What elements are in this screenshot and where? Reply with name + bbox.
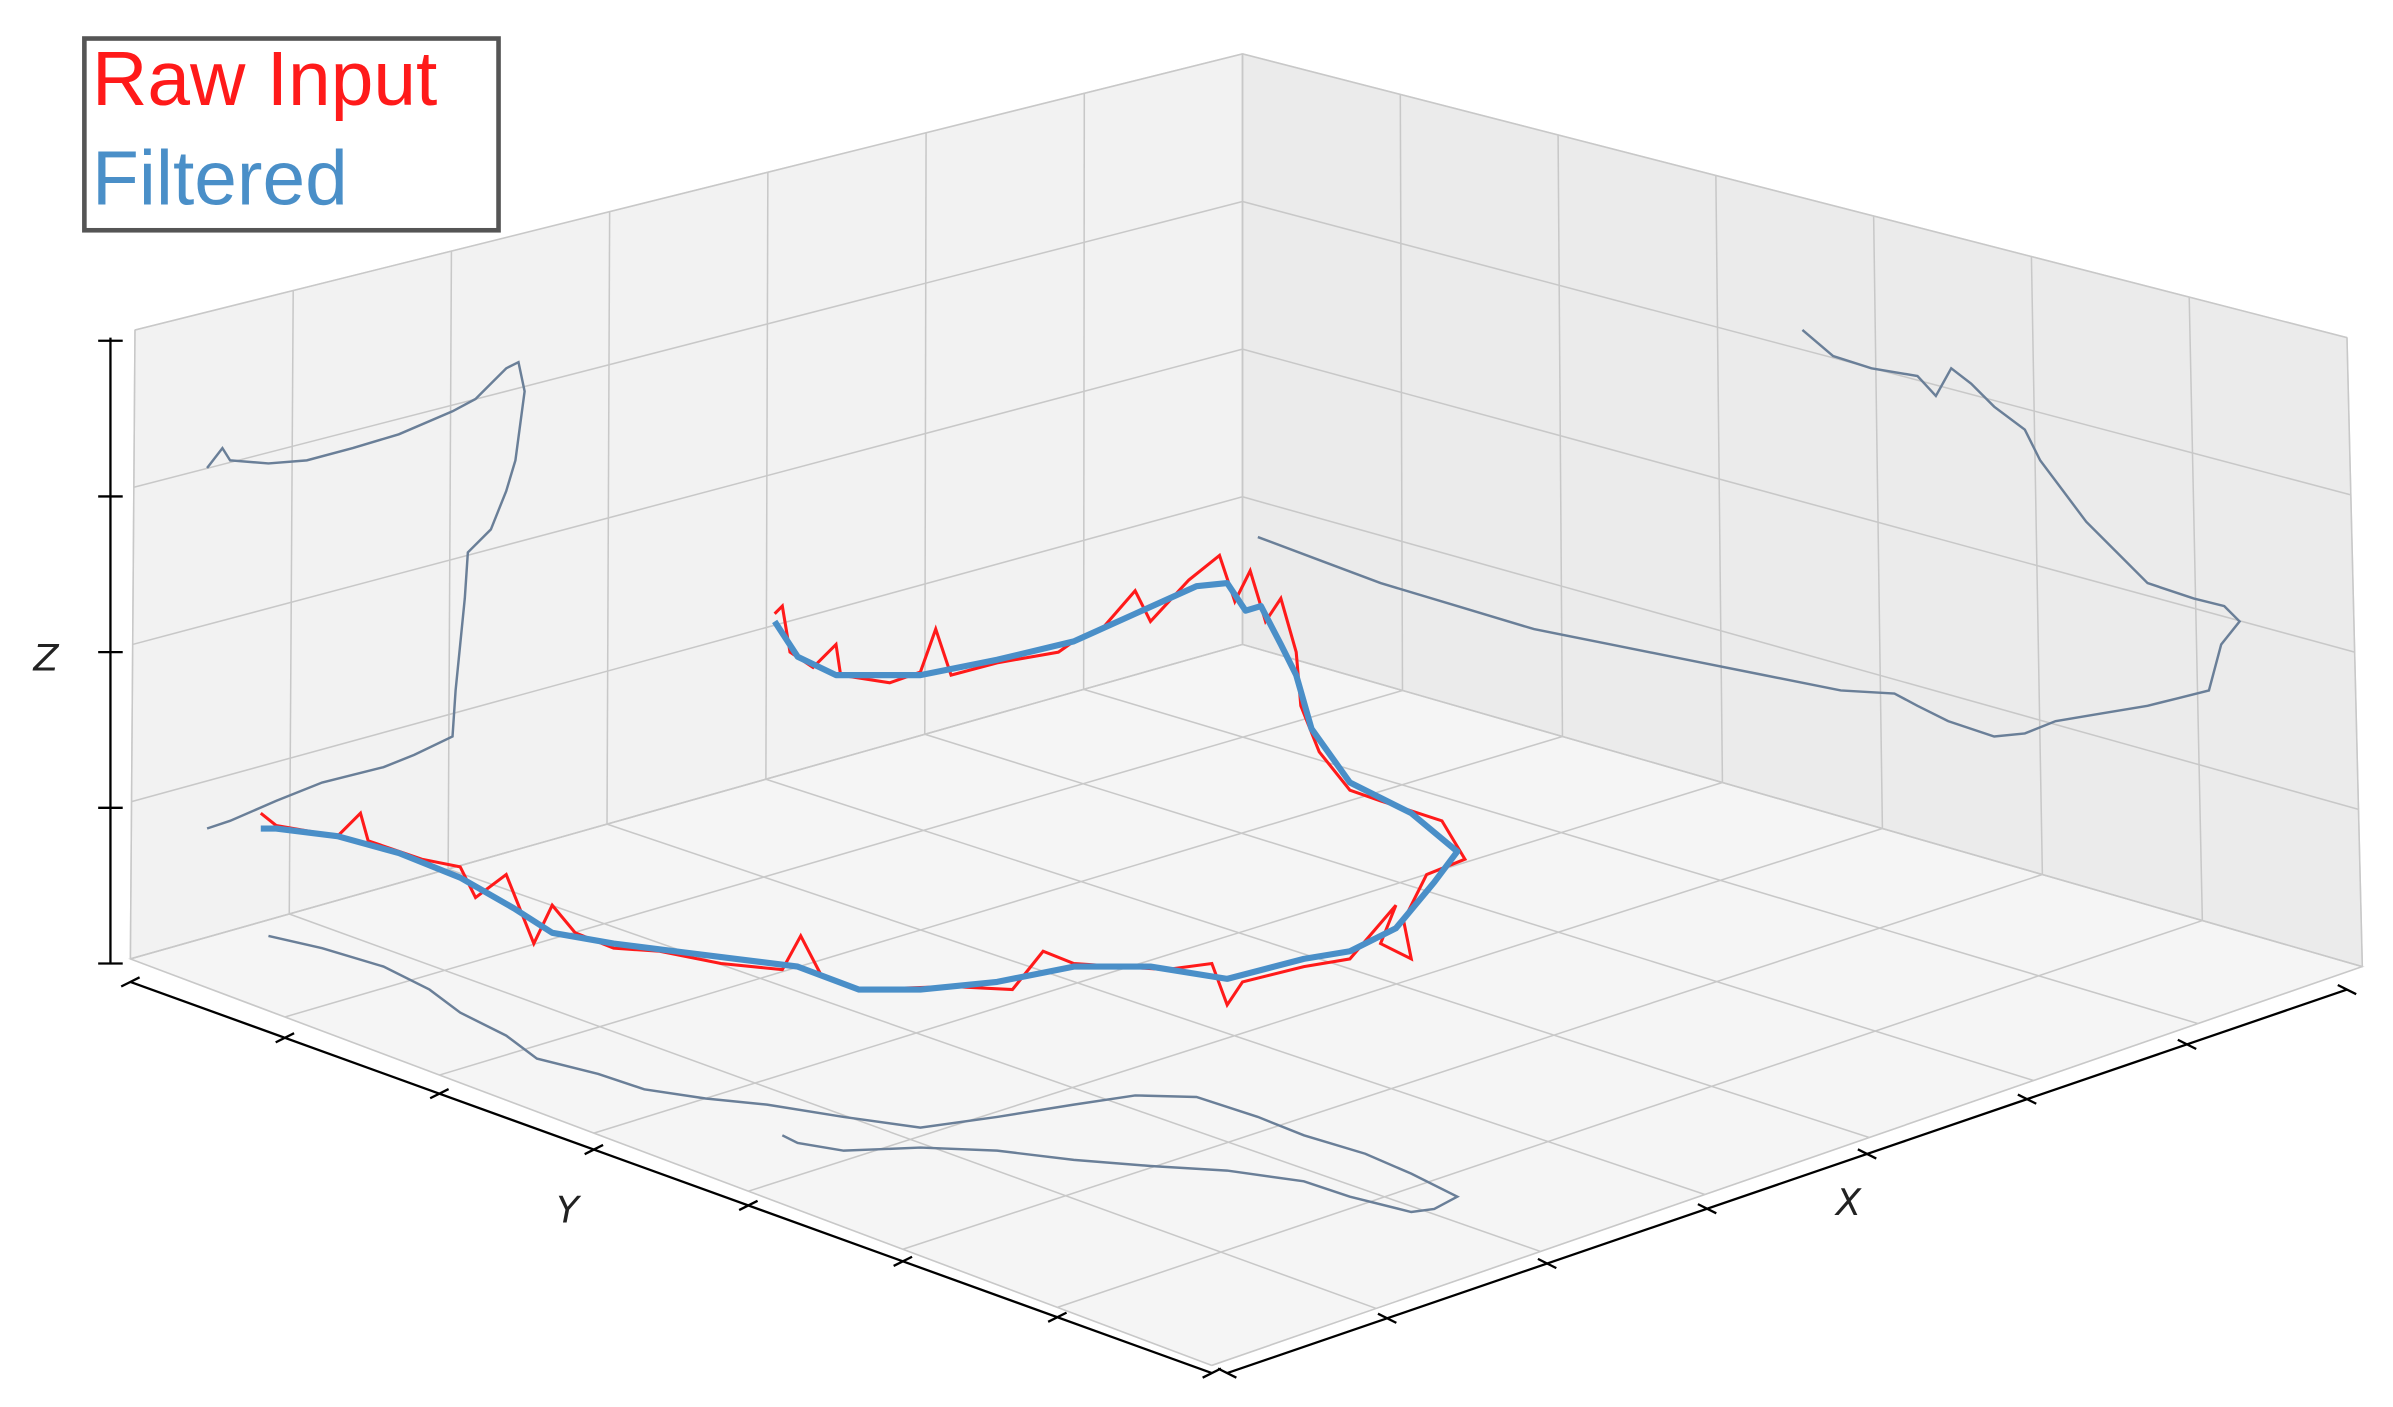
y-tick xyxy=(738,1199,759,1212)
y-label: Y xyxy=(556,1189,581,1232)
grid-line xyxy=(130,958,1213,1367)
x-axis xyxy=(1226,988,2348,1375)
grid-line xyxy=(924,733,2034,1082)
y-tick xyxy=(1047,1311,1068,1323)
grid-line xyxy=(1211,965,2363,1367)
x-tick xyxy=(1377,1312,1397,1324)
grid-line xyxy=(902,873,2043,1250)
y-tick xyxy=(893,1255,913,1267)
grid-line xyxy=(130,643,1243,960)
grid-line xyxy=(1242,496,2359,811)
x-tick xyxy=(2177,1038,2197,1051)
panes xyxy=(127,52,2365,1367)
grid-line xyxy=(134,53,1243,331)
y-tick xyxy=(120,976,141,988)
x-tick xyxy=(1697,1203,1717,1215)
grid-line xyxy=(447,868,1541,1253)
grid-line xyxy=(748,827,1883,1192)
x-tick xyxy=(2337,983,2357,996)
x-tick xyxy=(1857,1148,1877,1160)
projections xyxy=(206,329,2242,1214)
legend-entry: Filtered xyxy=(92,137,348,222)
x-label: X xyxy=(1834,1181,1862,1224)
grid-line xyxy=(132,348,1243,646)
projection-right xyxy=(1257,329,2242,738)
projection-floor xyxy=(268,934,1460,1214)
y-tick xyxy=(429,1088,450,1100)
grid-line xyxy=(133,200,1243,488)
grid-line xyxy=(129,329,136,959)
legend-entry: Raw Input xyxy=(92,37,437,122)
grid-line xyxy=(1242,348,2355,653)
grid xyxy=(129,53,2364,1367)
grid-line xyxy=(593,781,1723,1134)
projection-left xyxy=(206,360,526,830)
filtered-line xyxy=(260,580,1461,993)
grid-line xyxy=(131,496,1243,803)
y-axis xyxy=(129,980,1213,1375)
grid-line xyxy=(1242,200,2352,496)
x-tick xyxy=(1217,1367,1237,1379)
grid-line xyxy=(606,823,1706,1196)
grid-line xyxy=(1057,919,2203,1309)
z-label: Z xyxy=(32,636,59,679)
x-tick xyxy=(1537,1257,1557,1270)
grid-line xyxy=(284,689,1403,1018)
y-tick xyxy=(584,1143,604,1156)
grid-line xyxy=(1242,53,2348,339)
legend xyxy=(82,36,501,233)
grid-line xyxy=(1083,688,2199,1025)
y-tick xyxy=(1202,1367,1222,1379)
x-tick xyxy=(2017,1093,2037,1105)
grid-line xyxy=(289,913,1377,1310)
raw-input-line xyxy=(259,552,1468,1009)
axes xyxy=(98,337,2357,1379)
grid-line xyxy=(1242,643,2363,968)
y-tick xyxy=(275,1032,295,1044)
